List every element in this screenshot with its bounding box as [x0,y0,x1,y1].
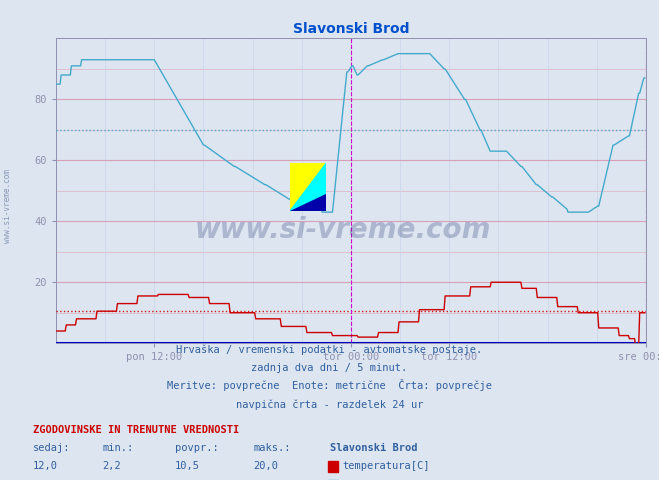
Text: 2,2: 2,2 [102,461,121,471]
Text: www.si-vreme.com: www.si-vreme.com [3,169,13,243]
Text: povpr.:: povpr.: [175,443,218,453]
Text: sedaj:: sedaj: [33,443,71,453]
Text: min.:: min.: [102,443,133,453]
Text: 10,5: 10,5 [175,461,200,471]
Text: navpična črta - razdelek 24 ur: navpična črta - razdelek 24 ur [236,399,423,409]
Text: ZGODOVINSKE IN TRENUTNE VREDNOSTI: ZGODOVINSKE IN TRENUTNE VREDNOSTI [33,425,239,435]
Text: zadnja dva dni / 5 minut.: zadnja dva dni / 5 minut. [251,363,408,373]
Polygon shape [290,163,326,211]
Text: www.si-vreme.com: www.si-vreme.com [194,216,491,244]
Polygon shape [290,194,326,211]
Text: Meritve: povprečne  Enote: metrične  Črta: povprečje: Meritve: povprečne Enote: metrične Črta:… [167,379,492,391]
Title: Slavonski Brod: Slavonski Brod [293,22,409,36]
Text: Hrvaška / vremenski podatki - avtomatske postaje.: Hrvaška / vremenski podatki - avtomatske… [177,344,482,355]
Text: 20,0: 20,0 [254,461,279,471]
Text: Slavonski Brod: Slavonski Brod [330,443,417,453]
Polygon shape [290,163,326,211]
Text: temperatura[C]: temperatura[C] [343,461,430,471]
Text: maks.:: maks.: [254,443,291,453]
Text: 12,0: 12,0 [33,461,58,471]
